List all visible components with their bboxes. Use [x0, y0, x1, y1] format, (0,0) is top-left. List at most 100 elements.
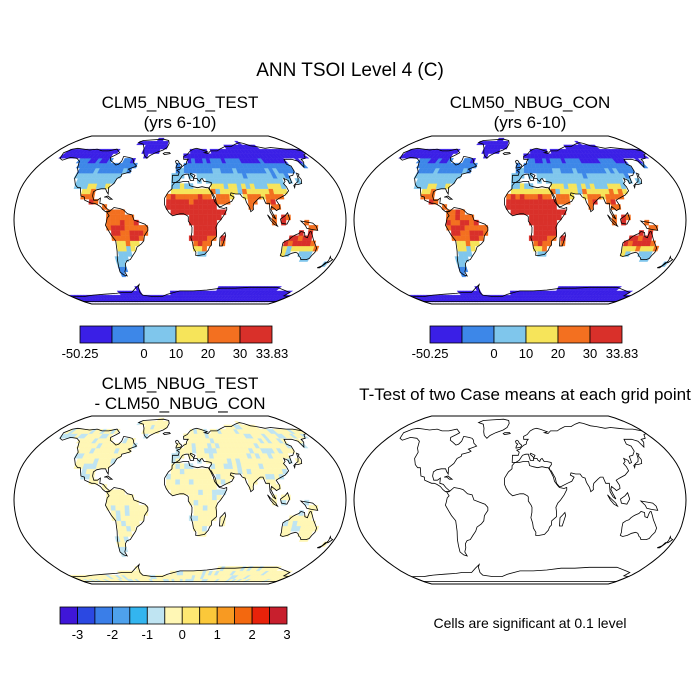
- grid-cell: [212, 494, 218, 501]
- grid-cell: [450, 219, 456, 226]
- grid-cell: [510, 193, 516, 200]
- grid-cell: [196, 453, 202, 459]
- colorbar-tick-label: -2: [107, 627, 119, 642]
- grid-cell: [533, 204, 539, 210]
- grid-cell: [184, 204, 190, 210]
- coastline-australia: [279, 231, 318, 260]
- grid-cell: [197, 479, 203, 485]
- grid-cell: [455, 230, 461, 236]
- grid-cell: [138, 235, 144, 241]
- grid-cell: [197, 473, 203, 480]
- grid-cell: [453, 148, 461, 154]
- grid-cell: [129, 158, 137, 164]
- grid-cell: [197, 525, 203, 532]
- grid-cell: [201, 188, 208, 195]
- grid-cell: [133, 225, 139, 231]
- coastline-antarctica: [411, 563, 631, 582]
- coastline-britain: [515, 439, 523, 449]
- grid-cell: [202, 489, 208, 495]
- grid-cell: [456, 240, 462, 247]
- grid-cell: [138, 225, 144, 231]
- grid-cell: [523, 167, 529, 174]
- grid-cell: [134, 520, 140, 527]
- grid-cell: [555, 193, 561, 200]
- grid-cell: [510, 204, 516, 210]
- colorbar-swatch: [216, 606, 236, 625]
- colorbar-tick-label: 2: [248, 627, 255, 642]
- colorbar-tick-label: 20: [201, 346, 215, 361]
- grid-cell: [538, 225, 544, 231]
- colorbar-tick-label: 3: [283, 627, 290, 642]
- grid-cell: [547, 225, 553, 231]
- grid-cell: [189, 499, 194, 506]
- grid-cell: [115, 230, 121, 236]
- colorbar-difference: -3 -2 -1 0 1 2 3: [59, 606, 291, 642]
- coastline-newGuinea: [639, 500, 659, 511]
- grid-cell: [466, 251, 473, 257]
- grid-cell: [188, 204, 194, 210]
- grid-cell: [198, 214, 204, 221]
- panel-title-control: CLM50_NBUG_CON: [449, 93, 611, 112]
- coastline-britain: [175, 159, 183, 169]
- coastlines: [399, 138, 674, 302]
- grid-cells: [58, 417, 330, 583]
- grid-cell: [193, 204, 199, 210]
- grid-cell: [202, 219, 208, 226]
- grid-cell: [533, 209, 539, 215]
- grid-cell: [124, 505, 130, 511]
- grid-cell: [474, 240, 480, 247]
- grid-cell: [554, 183, 560, 189]
- grid-cell: [129, 515, 135, 521]
- grid-cell: [198, 494, 204, 501]
- grid-cell: [515, 183, 521, 189]
- grid-cell: [119, 494, 125, 501]
- grid-cell: [170, 484, 176, 490]
- grid-cell: [170, 473, 176, 480]
- grid-cell: [478, 235, 484, 241]
- grid-cell: [536, 173, 542, 179]
- grid-cell: [175, 173, 181, 179]
- grid-cell: [528, 193, 534, 200]
- coastline-cuba: [104, 475, 114, 480]
- colorbar-swatch: [239, 325, 273, 344]
- grid-cell: [527, 162, 533, 169]
- grid-cell: [212, 219, 218, 226]
- grid-cell: [460, 230, 466, 236]
- grid-cell: [547, 235, 553, 241]
- grid-cell: [524, 183, 530, 189]
- grid-cell: [138, 515, 144, 521]
- grid-cell: [610, 199, 617, 205]
- grid-cell: [176, 294, 181, 300]
- grid-cell: [469, 225, 475, 231]
- grid-cell: [537, 188, 543, 195]
- grid-cell: [474, 235, 480, 241]
- grid-cell: [469, 230, 475, 236]
- coastline-madagascar: [559, 511, 567, 527]
- grid-cell: [130, 240, 136, 247]
- map-difference: [13, 415, 347, 585]
- grid-cell: [541, 188, 548, 195]
- colorbar-swatch: [94, 606, 113, 625]
- grid-cell: [124, 510, 130, 516]
- grid-cell: [129, 235, 135, 241]
- grid-cell: [537, 240, 543, 247]
- grid-cell: [219, 188, 226, 195]
- grid-cell: [115, 214, 121, 221]
- grid-cell: [184, 468, 190, 475]
- grid-cell: [542, 204, 548, 210]
- grid-cell: [110, 225, 116, 231]
- coastline-greenland: [477, 138, 510, 159]
- grid-cell: [455, 214, 461, 221]
- grid-cell: [215, 188, 221, 195]
- grid-cell: [220, 193, 226, 200]
- colorbar-swatch: [143, 325, 177, 344]
- grid-cell: [184, 479, 190, 485]
- map-ttest: [353, 415, 687, 585]
- coastline-japan: [633, 172, 643, 190]
- globe-outline: [13, 135, 347, 305]
- grid-cell: [541, 251, 547, 257]
- grid-cell: [176, 574, 181, 580]
- grid-cell: [556, 209, 562, 215]
- grid-cell: [188, 468, 194, 475]
- grid-cell: [187, 162, 193, 169]
